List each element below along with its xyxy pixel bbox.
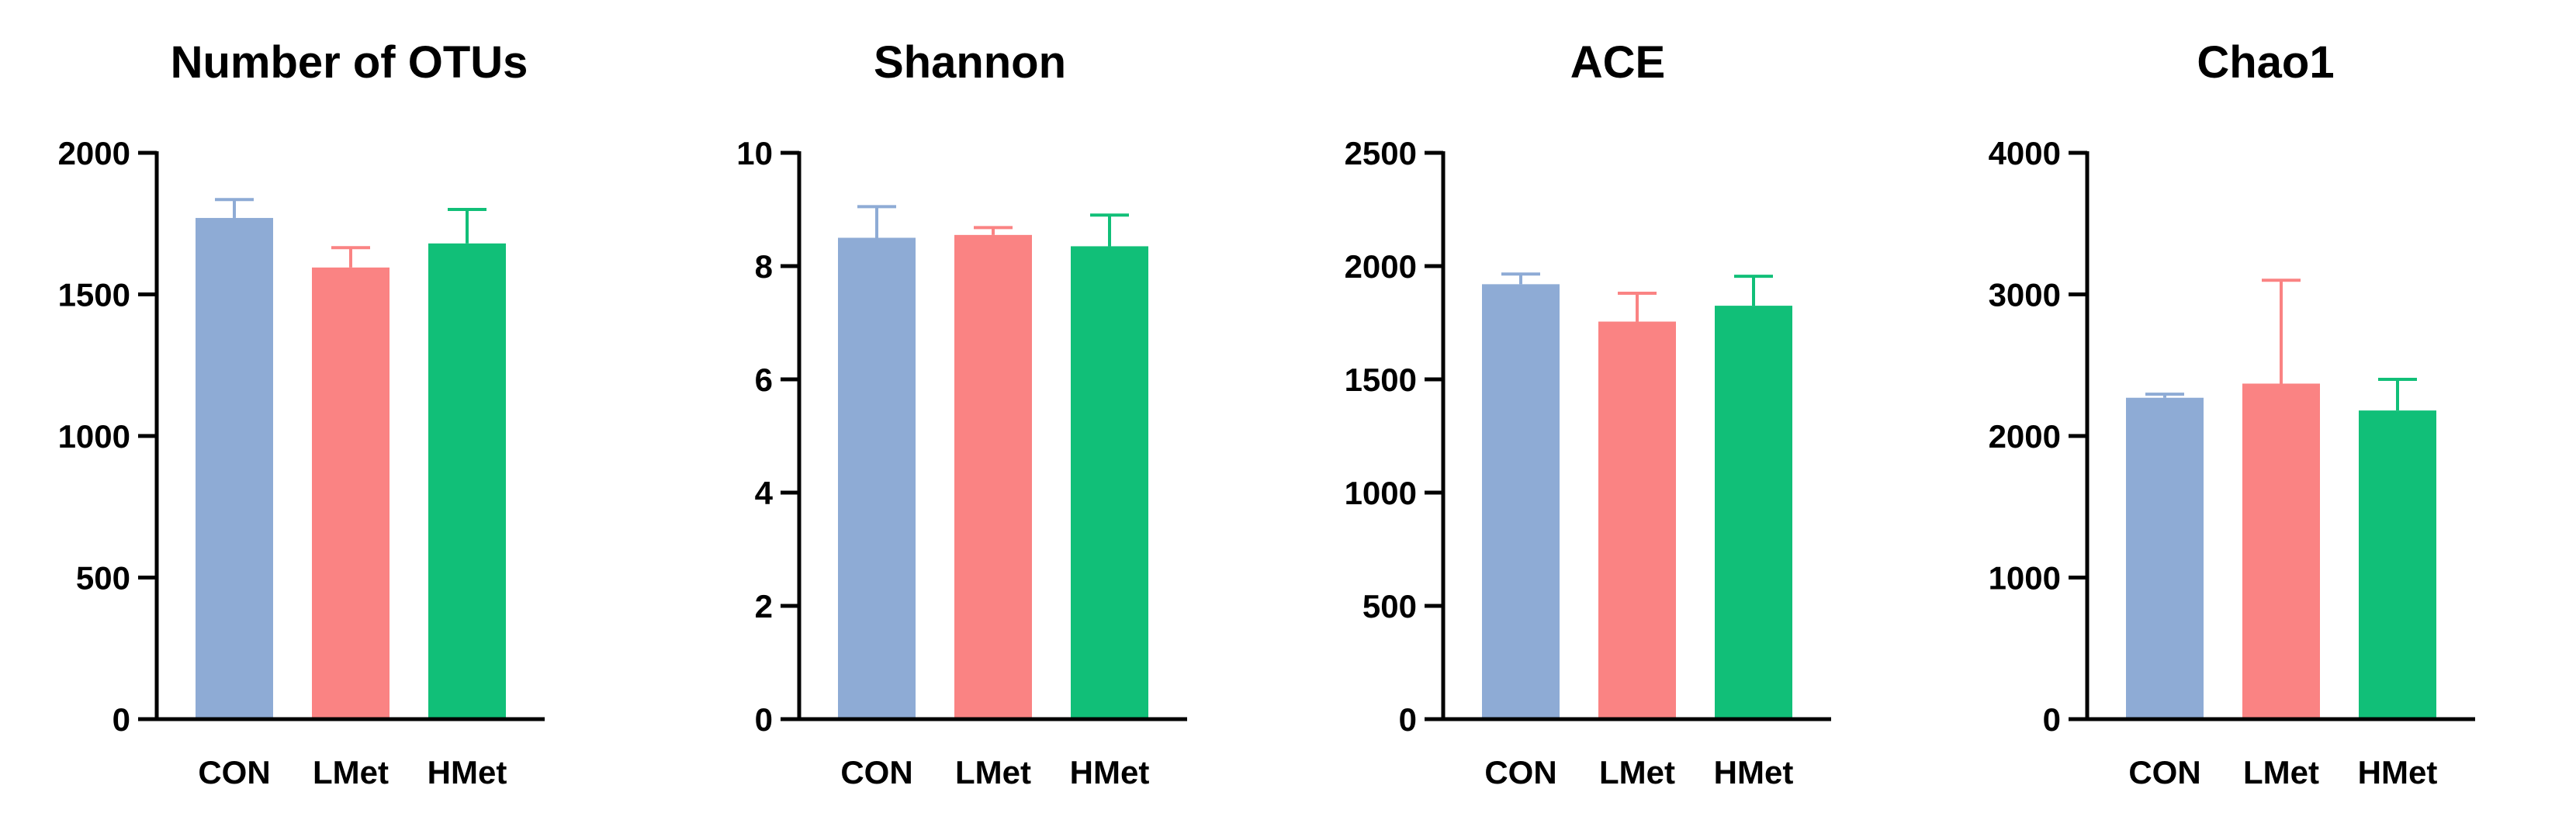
y-tick-label: 4000	[1989, 135, 2061, 171]
x-tick-label: CON	[2128, 754, 2200, 791]
y-tick-label: 1000	[1989, 560, 2061, 597]
panel-title: ACE	[1570, 37, 1665, 88]
y-tick-label: 8	[755, 248, 773, 285]
panel-title: Shannon	[874, 37, 1066, 88]
bar-con	[2126, 397, 2204, 719]
y-tick-label: 500	[76, 560, 130, 597]
y-tick-label: 0	[1399, 701, 1417, 738]
bar-con	[838, 237, 916, 719]
bar-lmet	[2242, 383, 2320, 719]
x-tick-label: LMet	[313, 754, 389, 791]
x-tick-label: LMet	[955, 754, 1031, 791]
x-tick-label: HMet	[1714, 754, 1794, 791]
bar-con	[1482, 284, 1560, 719]
x-tick-label: CON	[198, 754, 270, 791]
y-tick-label: 2500	[1345, 135, 1417, 171]
x-tick-label: HMet	[1070, 754, 1150, 791]
bar-lmet	[954, 234, 1032, 720]
panel-title: Number of OTUs	[171, 37, 528, 88]
x-tick-label: CON	[840, 754, 912, 791]
x-tick-label: LMet	[2243, 754, 2319, 791]
y-tick-label: 500	[1362, 588, 1417, 624]
y-tick-label: 2000	[1989, 418, 2061, 455]
y-tick-label: 2000	[58, 135, 130, 171]
x-tick-label: HMet	[2358, 754, 2438, 791]
x-tick-label: HMet	[428, 754, 507, 791]
bar-lmet	[1598, 321, 1676, 719]
y-tick-label: 1500	[1345, 362, 1417, 398]
panel-title: Chao1	[2197, 37, 2334, 88]
x-tick-label: LMet	[1599, 754, 1675, 791]
chart-panel-2: Shannon CON LMet HMet 0 2 4 6 8 10	[736, 37, 1187, 791]
bar-hmet	[428, 243, 506, 719]
y-tick-label: 10	[736, 135, 773, 171]
y-tick-label: 1000	[1345, 475, 1417, 511]
y-tick-label: 1000	[58, 418, 130, 455]
bar-con	[196, 217, 273, 719]
chart-panel-3: ACE CON LMet HMet 0 500 1000 1500 2000 2500	[1345, 37, 1831, 791]
y-tick-label: 0	[113, 701, 130, 738]
y-tick-label: 2	[755, 588, 773, 624]
y-tick-label: 0	[755, 701, 773, 738]
y-tick-label: 3000	[1989, 277, 2061, 313]
chart-panel-1: Number of OTUs CON LMet HMet 0 500 1000 1500 200…	[58, 37, 545, 791]
chart-panel-4: Chao1 CON LMet HMet 0 1000 2000 3000 4000	[1989, 37, 2475, 791]
x-tick-label: CON	[1484, 754, 1556, 791]
bar-hmet	[2359, 410, 2436, 719]
y-tick-label: 4	[755, 475, 774, 511]
bar-lmet	[312, 267, 390, 719]
bar-hmet	[1071, 246, 1148, 719]
y-tick-label: 0	[2043, 701, 2061, 738]
y-tick-label: 2000	[1345, 248, 1417, 285]
y-tick-label: 6	[755, 362, 773, 398]
bar-hmet	[1715, 306, 1792, 720]
y-tick-label: 1500	[58, 277, 130, 313]
